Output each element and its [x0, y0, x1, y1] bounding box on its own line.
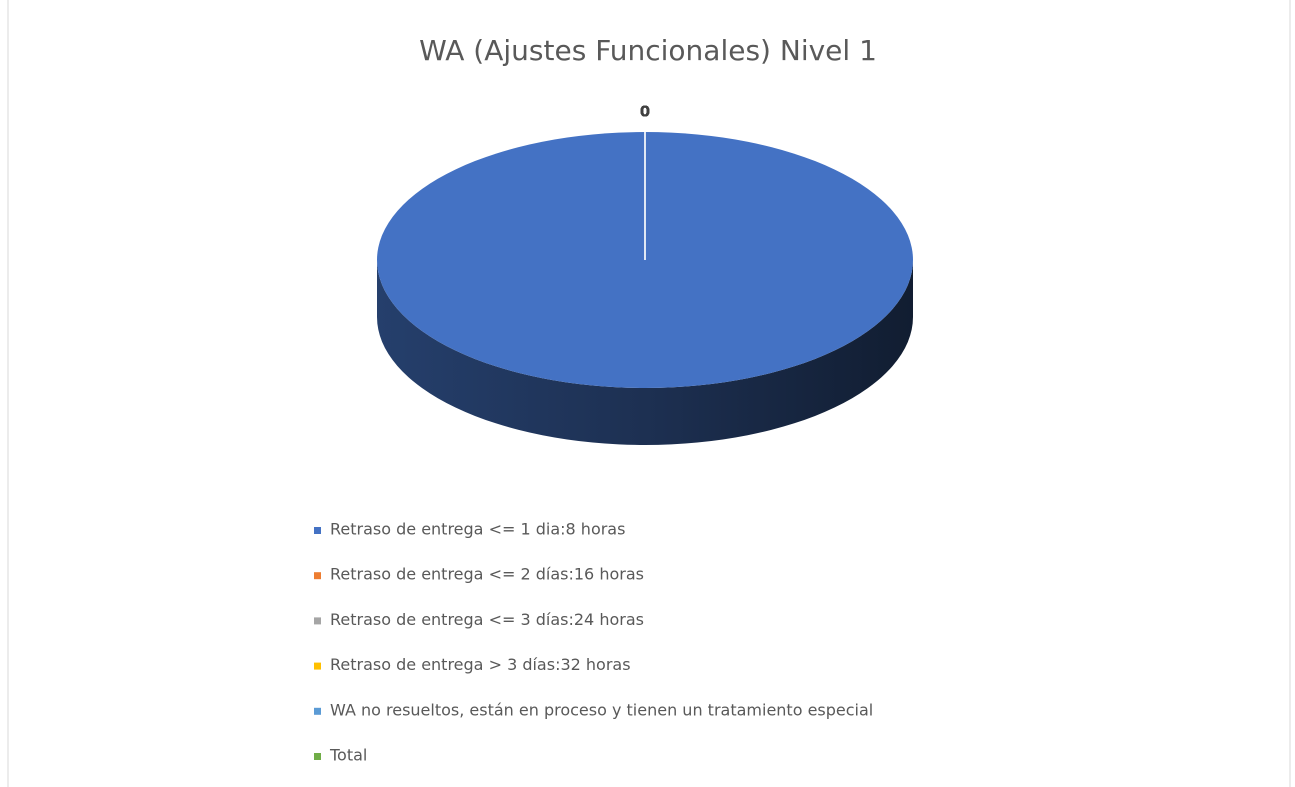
legend-label: Retraso de entrega > 3 días:32 horas: [330, 655, 631, 674]
chart-title: WA (Ajustes Funcionales) Nivel 1: [419, 34, 877, 67]
data-label: 0: [640, 103, 650, 121]
legend-swatch: [314, 662, 321, 670]
legend-swatch: [314, 572, 321, 580]
legend-label: WA no resueltos, están en proceso y tien…: [330, 700, 873, 719]
legend-swatch: [314, 753, 321, 760]
legend-label: Retraso de entrega <= 3 días:24 horas: [330, 610, 644, 629]
legend-label: Retraso de entrega <= 2 días:16 horas: [330, 565, 644, 584]
legend-label: Total: [329, 746, 367, 765]
data-label: 0: [640, 103, 650, 121]
pie-side: [377, 260, 913, 445]
legend-swatch: [314, 617, 321, 625]
legend-swatch: [314, 707, 321, 715]
data-label: 0: [640, 103, 650, 121]
data-label: 0: [640, 103, 650, 121]
data-label: 0: [640, 103, 650, 121]
legend-label: Retraso de entrega <= 1 dia:8 horas: [330, 520, 625, 539]
legend-swatch: [314, 527, 321, 534]
